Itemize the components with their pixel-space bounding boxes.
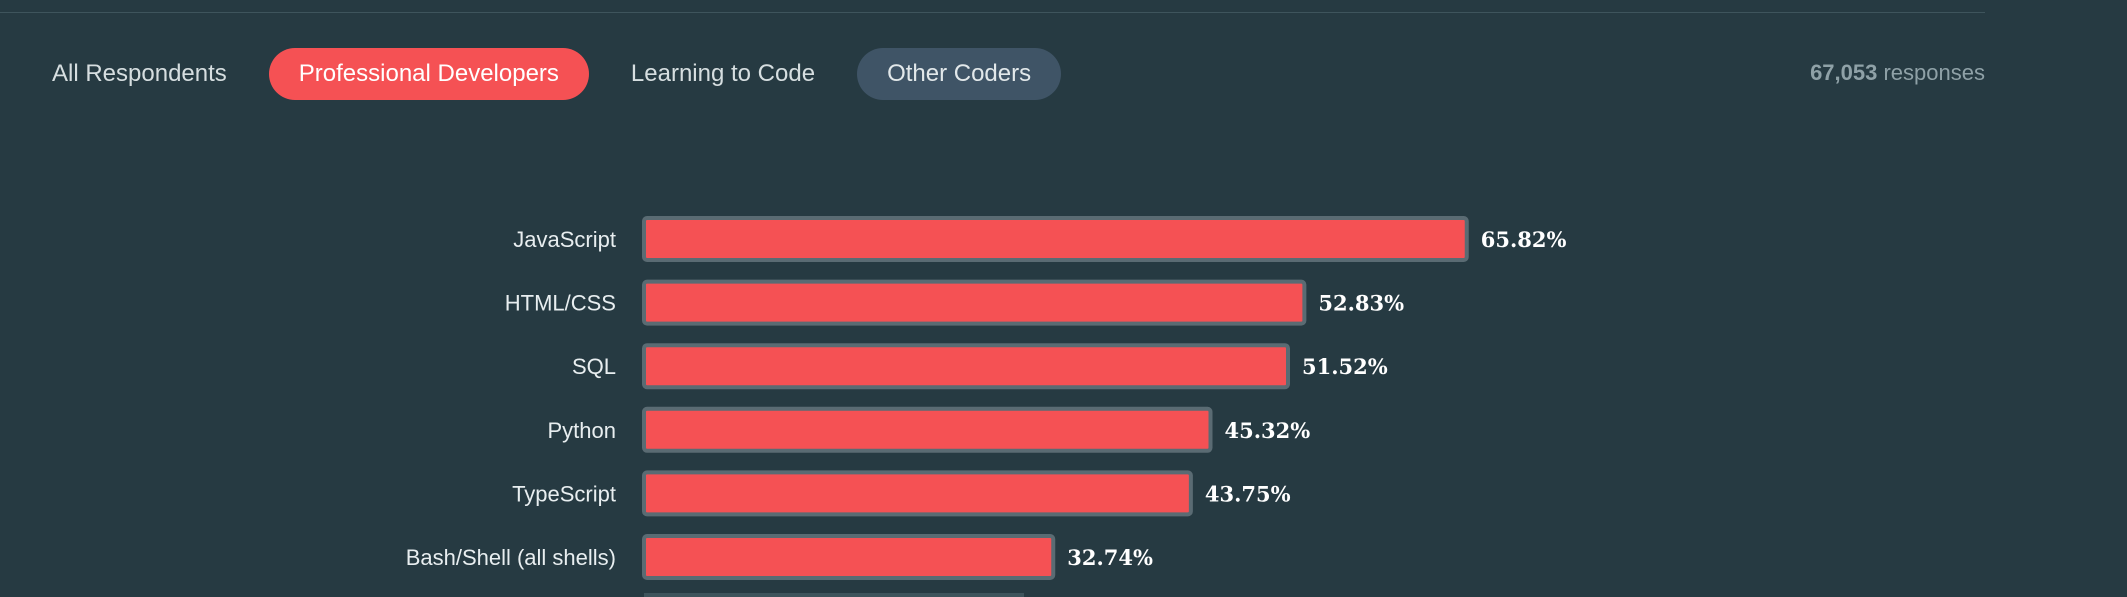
category-label: JavaScript (513, 227, 616, 252)
value-label: 45.32% (1225, 418, 1311, 443)
next-bar-cutoff (644, 593, 1024, 597)
tab-learning-to-code[interactable]: Learning to Code (630, 60, 816, 87)
category-label: Python (548, 418, 617, 443)
category-label: TypeScript (512, 481, 616, 506)
value-label: 52.83% (1318, 291, 1404, 316)
bar[interactable] (642, 216, 1469, 262)
category-label: SQL (572, 354, 616, 379)
top-divider (0, 12, 1985, 13)
bar[interactable] (642, 470, 1193, 517)
response-count-number: 67,053 (1810, 60, 1878, 85)
response-count-unit: responses (1883, 60, 1985, 85)
bar[interactable] (642, 534, 1056, 580)
bar[interactable] (642, 343, 1290, 390)
category-label: Bash/Shell (all shells) (406, 545, 616, 570)
bar[interactable] (642, 406, 1213, 453)
response-count: 67,053 responses (1810, 60, 1985, 86)
tab-professional-developers[interactable]: Professional Developers (268, 48, 589, 100)
value-label: 51.52% (1302, 354, 1388, 379)
value-label: 43.75% (1205, 481, 1291, 506)
value-label: 65.82% (1481, 227, 1567, 252)
category-label: HTML/CSS (505, 291, 616, 316)
respondent-filter-tabs: All Respondents Professional Developers … (22, 48, 1073, 100)
tab-all-respondents[interactable]: All Respondents (52, 60, 227, 87)
tab-other-coders[interactable]: Other Coders (857, 48, 1062, 100)
bar[interactable] (642, 279, 1307, 326)
value-label: 32.74% (1067, 545, 1153, 570)
